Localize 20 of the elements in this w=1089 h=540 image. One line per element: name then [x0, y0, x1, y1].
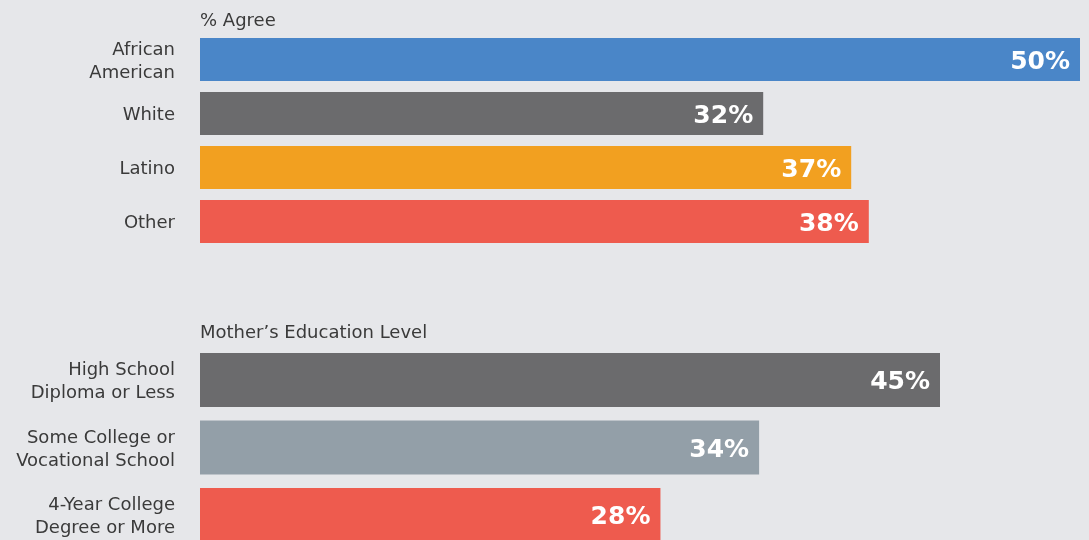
- bar: [200, 92, 764, 135]
- bar: [200, 146, 852, 189]
- data-label: 34%: [689, 433, 750, 463]
- data-label: 50%: [1010, 45, 1070, 75]
- y-tick-label: Some College or Vocational School: [16, 425, 176, 470]
- y-tick-label: White: [122, 102, 175, 124]
- chart-title: Mother’s Education Level: [200, 321, 428, 342]
- chart-title: % Agree: [200, 9, 276, 30]
- y-tick-label: 4-Year College Degree or More: [35, 493, 175, 537]
- data-label: 28%: [590, 501, 651, 530]
- bar: [200, 200, 869, 243]
- bar: [200, 38, 1080, 81]
- data-label: 32%: [693, 99, 754, 129]
- y-tick-label: High School Diploma or Less: [30, 358, 175, 402]
- y-tick-label: Latino: [119, 156, 175, 178]
- y-tick-label: Other: [123, 210, 176, 232]
- y-tick-label: African American: [89, 37, 175, 82]
- data-label: 37%: [781, 153, 842, 183]
- data-label: 45%: [870, 366, 930, 395]
- data-label: 38%: [798, 207, 859, 237]
